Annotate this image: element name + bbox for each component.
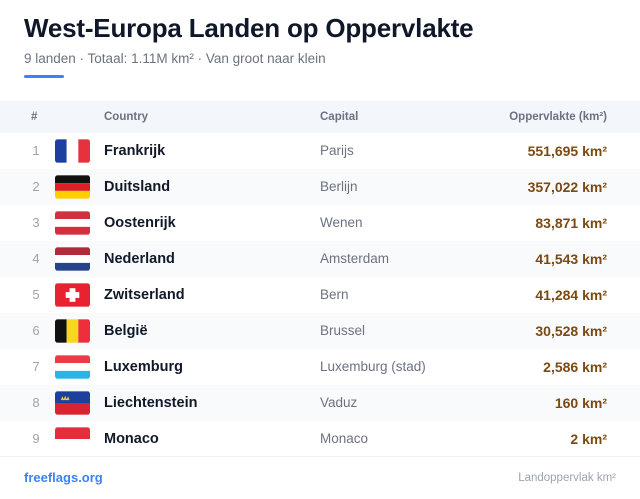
row-area: 2 km² xyxy=(570,431,607,447)
row-country: Zwitserland xyxy=(104,287,185,303)
row-rank: 4 xyxy=(32,251,40,266)
switzerland-flag-icon xyxy=(55,283,90,307)
row-country: Liechtenstein xyxy=(104,395,198,411)
table-header: # Country Capital Oppervlakte (km²) xyxy=(0,101,640,133)
row-capital: Amsterdam xyxy=(320,251,390,266)
row-rank: 3 xyxy=(32,215,40,230)
row-country: Oostenrijk xyxy=(104,215,176,231)
row-country: Monaco xyxy=(104,431,159,447)
table-row: 7 Luxemburg Luxemburg (stad) 2,586 km² xyxy=(0,349,640,385)
row-rank: 9 xyxy=(32,431,40,446)
liechtenstein-flag-icon xyxy=(55,391,90,415)
luxembourg-flag-icon xyxy=(55,355,90,379)
table-row: 5 Zwitserland Bern 41,284 km² xyxy=(0,277,640,313)
table-row: 8 Liechtenstein Vaduz 160 km² xyxy=(0,385,640,421)
row-area: 30,528 km² xyxy=(535,323,607,339)
title-accent-bar xyxy=(24,75,64,78)
row-country: Duitsland xyxy=(104,179,171,195)
row-area: 2,586 km² xyxy=(543,359,607,375)
row-capital: Brussel xyxy=(320,323,366,338)
table-row: 2 Duitsland Berlijn 357,022 km² xyxy=(0,169,640,205)
table-row: 1 Frankrijk Parijs 551,695 km² xyxy=(0,133,640,169)
row-rank: 6 xyxy=(32,323,40,338)
row-country: België xyxy=(104,323,148,339)
row-area: 357,022 km² xyxy=(527,179,607,195)
row-area: 83,871 km² xyxy=(535,215,607,231)
row-capital: Bern xyxy=(320,287,349,302)
netherlands-flag-icon xyxy=(55,247,90,271)
column-header-capital: Capital xyxy=(320,111,359,123)
row-capital: Vaduz xyxy=(320,395,358,410)
unit-note: Landoppervlak km² xyxy=(518,472,616,484)
table-row: 9 Monaco Monaco 2 km² xyxy=(0,421,640,457)
column-header-country: Country xyxy=(104,111,149,123)
page-subtitle: 9 landen · Totaal: 1.11M km² · Van groot… xyxy=(24,51,326,66)
monaco-flag-icon xyxy=(55,427,90,451)
page-header: West-Europa Landen op Oppervlakte 9 land… xyxy=(24,12,616,78)
table-row: 6 België Brussel 30,528 km² xyxy=(0,313,640,349)
table-row: 4 Nederland Amsterdam 41,543 km² xyxy=(0,241,640,277)
row-area: 41,284 km² xyxy=(535,287,607,303)
source-link[interactable]: freeflags.org xyxy=(24,470,103,485)
page-footer: freeflags.org Landoppervlak km² xyxy=(0,456,640,497)
row-capital: Wenen xyxy=(320,215,363,230)
france-flag-icon xyxy=(55,139,90,163)
row-capital: Parijs xyxy=(320,143,354,158)
page-title: West-Europa Landen op Oppervlakte xyxy=(24,13,474,43)
row-country: Nederland xyxy=(104,251,175,267)
row-rank: 8 xyxy=(32,395,40,410)
row-rank: 7 xyxy=(32,359,40,374)
row-rank: 5 xyxy=(32,287,40,302)
austria-flag-icon xyxy=(55,211,90,235)
row-rank: 1 xyxy=(32,143,40,158)
row-country: Frankrijk xyxy=(104,143,166,159)
row-area: 551,695 km² xyxy=(527,143,607,159)
countries-table: # Country Capital Oppervlakte (km²) 1 Fr… xyxy=(0,101,640,457)
row-country: Luxemburg xyxy=(104,359,183,375)
row-area: 160 km² xyxy=(554,395,607,411)
row-capital: Monaco xyxy=(320,431,369,446)
row-area: 41,543 km² xyxy=(535,251,607,267)
germany-flag-icon xyxy=(55,175,90,199)
column-header-area: Oppervlakte (km²) xyxy=(509,111,607,123)
column-header-rank: # xyxy=(31,111,38,123)
row-capital: Luxemburg (stad) xyxy=(320,359,426,374)
table-row: 3 Oostenrijk Wenen 83,871 km² xyxy=(0,205,640,241)
belgium-flag-icon xyxy=(55,319,90,343)
row-rank: 2 xyxy=(32,179,40,194)
row-capital: Berlijn xyxy=(320,179,358,194)
